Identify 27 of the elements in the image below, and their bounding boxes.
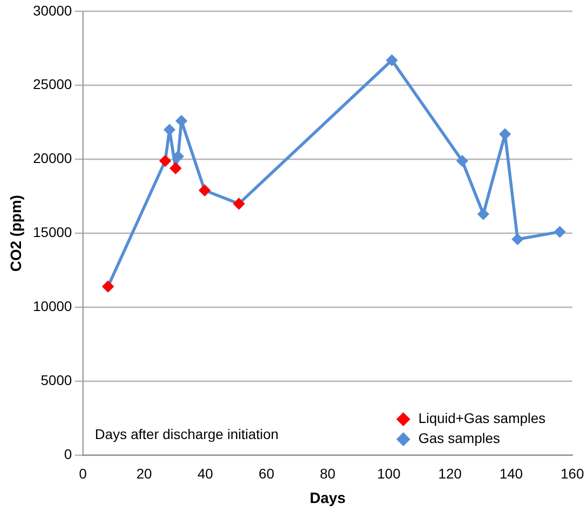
x-tick-label: 0: [79, 465, 88, 482]
x-tick-label: 60: [258, 465, 274, 482]
y-tick-label: 0: [64, 446, 72, 462]
y-axis-title: CO2 (ppm): [8, 194, 26, 272]
point: [554, 226, 566, 238]
point: [512, 233, 524, 246]
y-tick-label: 15000: [32, 224, 72, 240]
point: [456, 154, 468, 167]
x-tick-label: 80: [320, 465, 336, 482]
y-tick-label: 5000: [40, 372, 72, 388]
y-tick-label: 10000: [32, 298, 72, 314]
x-tick-label: 40: [197, 465, 214, 482]
x-tick-label: 160: [560, 465, 584, 482]
y-tick-label: 25000: [32, 76, 72, 92]
x-tick-label: 120: [438, 465, 462, 482]
point: [477, 208, 490, 220]
y-tick-label: 20000: [32, 150, 72, 166]
x-axis-title: Days: [310, 490, 346, 508]
x-tick-label: 20: [136, 465, 152, 482]
annotation: Days after discharge initiation: [94, 426, 279, 442]
legend-label: Gas samples: [418, 430, 500, 446]
y-tick-label: 30000: [32, 2, 72, 18]
point: [386, 54, 398, 66]
x-tick-label: 100: [377, 465, 401, 482]
legend-label: Liquid+Gas samples: [418, 410, 546, 426]
point: [172, 150, 184, 162]
x-tick-label: 140: [499, 465, 524, 482]
